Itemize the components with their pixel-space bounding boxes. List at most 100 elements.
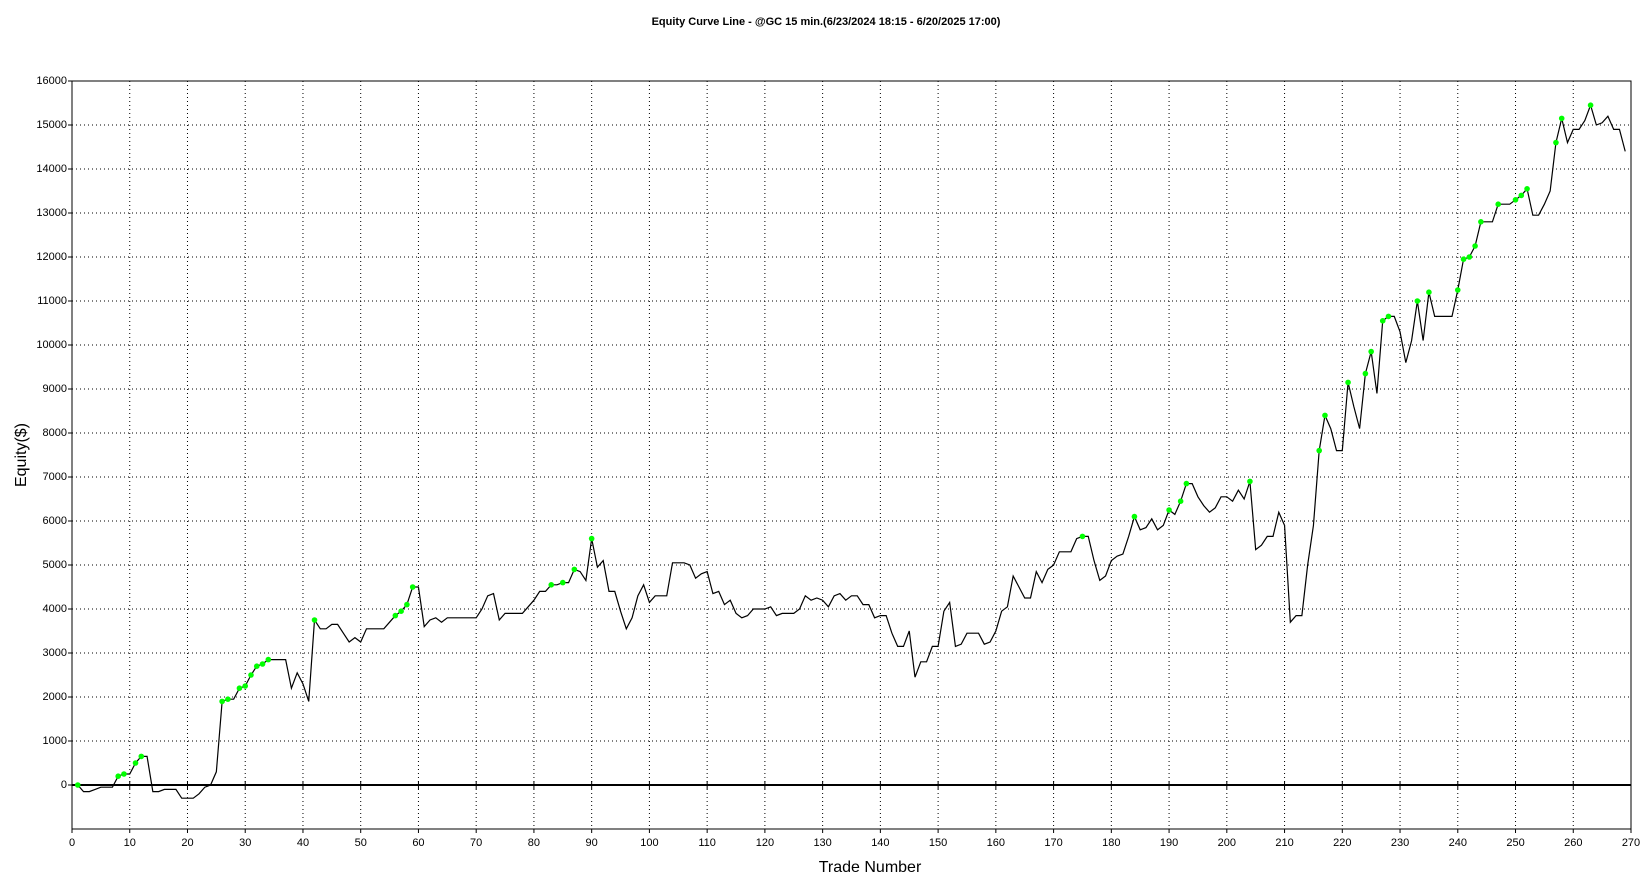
x-tick-label: 270: [1622, 837, 1640, 849]
x-tick-label: 120: [756, 837, 774, 849]
new-high-marker: [1558, 115, 1565, 122]
new-high-marker: [138, 753, 145, 760]
x-tick-label: 220: [1333, 837, 1351, 849]
new-high-marker: [1166, 507, 1172, 513]
x-tick-label: 190: [1160, 837, 1178, 849]
y-tick-label: 16000: [36, 75, 67, 87]
y-tick-label: 15000: [36, 119, 67, 131]
new-high-marker: [121, 771, 127, 777]
new-high-marker: [1518, 192, 1525, 199]
x-tick-label: 20: [181, 837, 193, 849]
new-high-marker: [392, 612, 399, 619]
y-tick-label: 13000: [36, 207, 67, 219]
new-high-marker: [1466, 254, 1473, 260]
new-high-marker: [398, 608, 404, 614]
new-high-marker: [259, 661, 266, 667]
x-tick-label: 80: [528, 837, 540, 849]
y-tick-label: 5000: [43, 559, 67, 571]
new-high-marker: [115, 773, 121, 779]
x-tick-label: 0: [69, 837, 75, 849]
new-high-marker: [1079, 533, 1086, 540]
new-high-marker: [1587, 102, 1594, 108]
x-tick-label: 170: [1044, 837, 1062, 849]
y-tick-label: 12000: [36, 251, 67, 263]
y-tick-label: 10000: [36, 339, 67, 351]
new-high-marker: [1247, 478, 1253, 485]
x-tick-label: 60: [412, 837, 424, 849]
new-high-marker: [1368, 348, 1374, 355]
x-tick-label: 160: [987, 837, 1005, 849]
new-high-marker: [1524, 186, 1530, 192]
new-high-marker: [1454, 287, 1461, 293]
x-tick-label: 150: [929, 837, 947, 849]
y-tick-label: 0: [61, 779, 67, 791]
new-high-marker: [1472, 243, 1478, 249]
x-axis-label: Trade Number: [819, 859, 922, 876]
new-high-marker: [242, 683, 249, 689]
new-high-marker: [548, 582, 555, 588]
y-tick-label: 1000: [43, 735, 67, 747]
new-high-marker: [74, 782, 81, 788]
new-high-marker: [571, 566, 578, 573]
new-high-marker: [1460, 256, 1467, 263]
new-high-marker: [1316, 447, 1322, 454]
new-high-marker: [404, 601, 410, 608]
new-high-marker: [1177, 498, 1184, 505]
x-tick-label: 200: [1218, 837, 1236, 849]
new-high-marker: [559, 579, 566, 586]
new-high-marker: [409, 584, 416, 590]
new-high-marker: [236, 685, 243, 691]
new-high-marker: [1131, 513, 1138, 520]
x-tick-label: 10: [124, 837, 136, 849]
x-tick-label: 70: [470, 837, 482, 849]
y-tick-label: 8000: [43, 427, 67, 439]
y-tick-label: 14000: [36, 163, 67, 175]
y-tick-label: 11000: [37, 295, 67, 307]
new-high-marker: [1322, 412, 1328, 419]
new-high-marker: [1362, 370, 1369, 377]
x-tick-label: 30: [239, 837, 251, 849]
new-high-marker: [311, 617, 318, 623]
x-tick-label: 90: [586, 837, 598, 849]
x-tick-label: 250: [1506, 837, 1524, 849]
new-high-marker: [1414, 298, 1421, 304]
x-tick-label: 110: [698, 837, 716, 849]
equity-line: [77, 103, 1626, 799]
new-high-marker: [1495, 201, 1501, 207]
x-tick-label: 180: [1102, 837, 1120, 849]
x-tick-label: 40: [297, 837, 309, 849]
new-high-marker: [588, 535, 595, 542]
y-tick-label: 2000: [43, 691, 67, 703]
y-tick-label: 4000: [43, 603, 67, 615]
x-tick-label: 100: [640, 837, 658, 849]
new-high-marker: [1183, 480, 1190, 487]
plot-frame: [71, 80, 1632, 830]
y-tick-label: 6000: [43, 515, 67, 527]
new-high-marker: [1426, 289, 1432, 296]
new-high-marker: [253, 663, 260, 669]
new-high-marker: [1379, 318, 1386, 324]
x-tick-label: 140: [871, 837, 889, 849]
new-high-marker: [1512, 197, 1519, 203]
x-tick-label: 230: [1391, 837, 1409, 849]
x-tick-label: 240: [1449, 837, 1467, 849]
x-tick-label: 130: [813, 837, 831, 849]
new-high-marker: [248, 672, 254, 678]
new-high-marker: [225, 696, 231, 702]
x-tick-label: 50: [355, 837, 367, 849]
new-high-marker: [219, 698, 225, 705]
x-tick-label: 210: [1275, 837, 1293, 849]
y-tick-label: 7000: [43, 471, 67, 483]
x-tick-label: 260: [1564, 837, 1582, 849]
new-high-marker: [1385, 313, 1392, 320]
y-axis-label: Equity($): [13, 423, 30, 487]
chart-title: Equity Curve Line - @GC 15 min.(6/23/202…: [652, 16, 1001, 28]
new-high-marker: [1345, 379, 1351, 386]
y-tick-label: 3000: [43, 647, 67, 659]
new-high-marker: [1553, 139, 1559, 146]
y-tick-label: 9000: [43, 383, 67, 395]
new-high-marker: [132, 760, 139, 766]
new-high-marker: [1478, 219, 1484, 225]
